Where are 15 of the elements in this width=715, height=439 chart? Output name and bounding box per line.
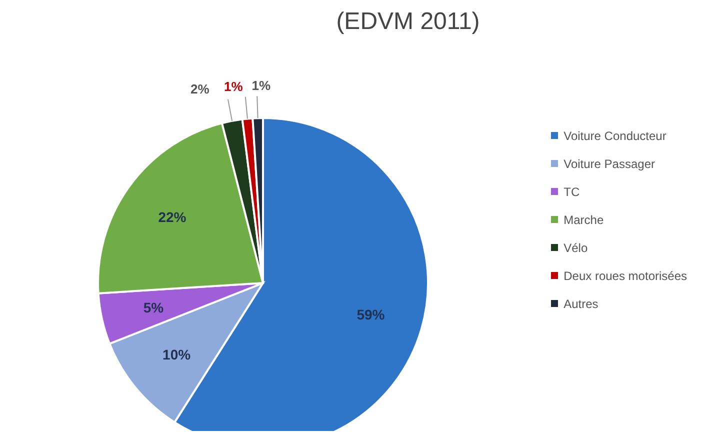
data-label: 5% <box>143 299 164 316</box>
legend-label: Vélo <box>564 240 588 256</box>
legend-label: Autres <box>564 296 598 312</box>
data-label: 2% <box>190 81 210 96</box>
data-label: 59% <box>356 306 386 322</box>
data-label: 1% <box>224 78 244 94</box>
data-label: 22% <box>158 209 187 226</box>
legend-label: Marche <box>564 212 604 228</box>
data-label: 1% <box>252 78 271 94</box>
legend-label: Voiture Passager <box>564 156 655 172</box>
legend-label: Deux roues motorisées <box>564 268 687 284</box>
chart-title: (EDVM 2011) <box>335 8 481 36</box>
legend-label: TC <box>564 184 580 200</box>
legend-label: Voiture Conducteur <box>564 128 666 144</box>
data-label: 10% <box>162 346 192 363</box>
